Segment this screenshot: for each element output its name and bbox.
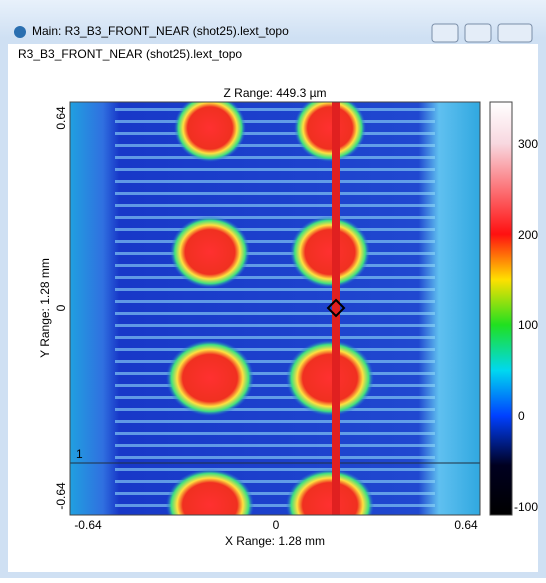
y-tick-label: -0.64 — [54, 482, 68, 510]
maximize-button[interactable] — [465, 24, 491, 42]
y-axis-label: Y Range: 1.28 mm — [38, 258, 52, 358]
x-tick-label: -0.64 — [74, 518, 102, 532]
cursor-label: 1 — [76, 447, 83, 461]
window: Main: R3_B3_FRONT_NEAR (shot25).lext_top… — [0, 0, 546, 578]
y-tick-label: 0.64 — [54, 106, 68, 130]
colorbar-tick-label: 200 — [518, 228, 538, 242]
colorbar — [490, 102, 512, 515]
minimize-button[interactable] — [432, 24, 458, 42]
x-axis-label: X Range: 1.28 mm — [225, 534, 325, 548]
page: Main: R3_B3_FRONT_NEAR (shot25).lext_top… — [0, 0, 546, 583]
colorbar-tick-label: 300 — [518, 137, 538, 151]
x-tick-label: 0.64 — [454, 518, 478, 532]
z-range-label: Z Range: 449.3 µm — [224, 86, 327, 100]
y-tick-label: 0 — [54, 304, 68, 311]
colorbar-tick-label: 100 — [518, 318, 538, 332]
colorbar-tick-label: 0 — [518, 409, 525, 423]
header-title: R3_B3_FRONT_NEAR (shot25).lext_topo — [18, 47, 242, 61]
close-button[interactable] — [498, 24, 532, 42]
x-tick-label: 0 — [273, 518, 280, 532]
heatmap — [70, 94, 480, 541]
colorbar-tick-label: -100 — [514, 500, 538, 514]
window-title: Main: R3_B3_FRONT_NEAR (shot25).lext_top… — [32, 24, 289, 38]
app-icon — [14, 26, 26, 38]
